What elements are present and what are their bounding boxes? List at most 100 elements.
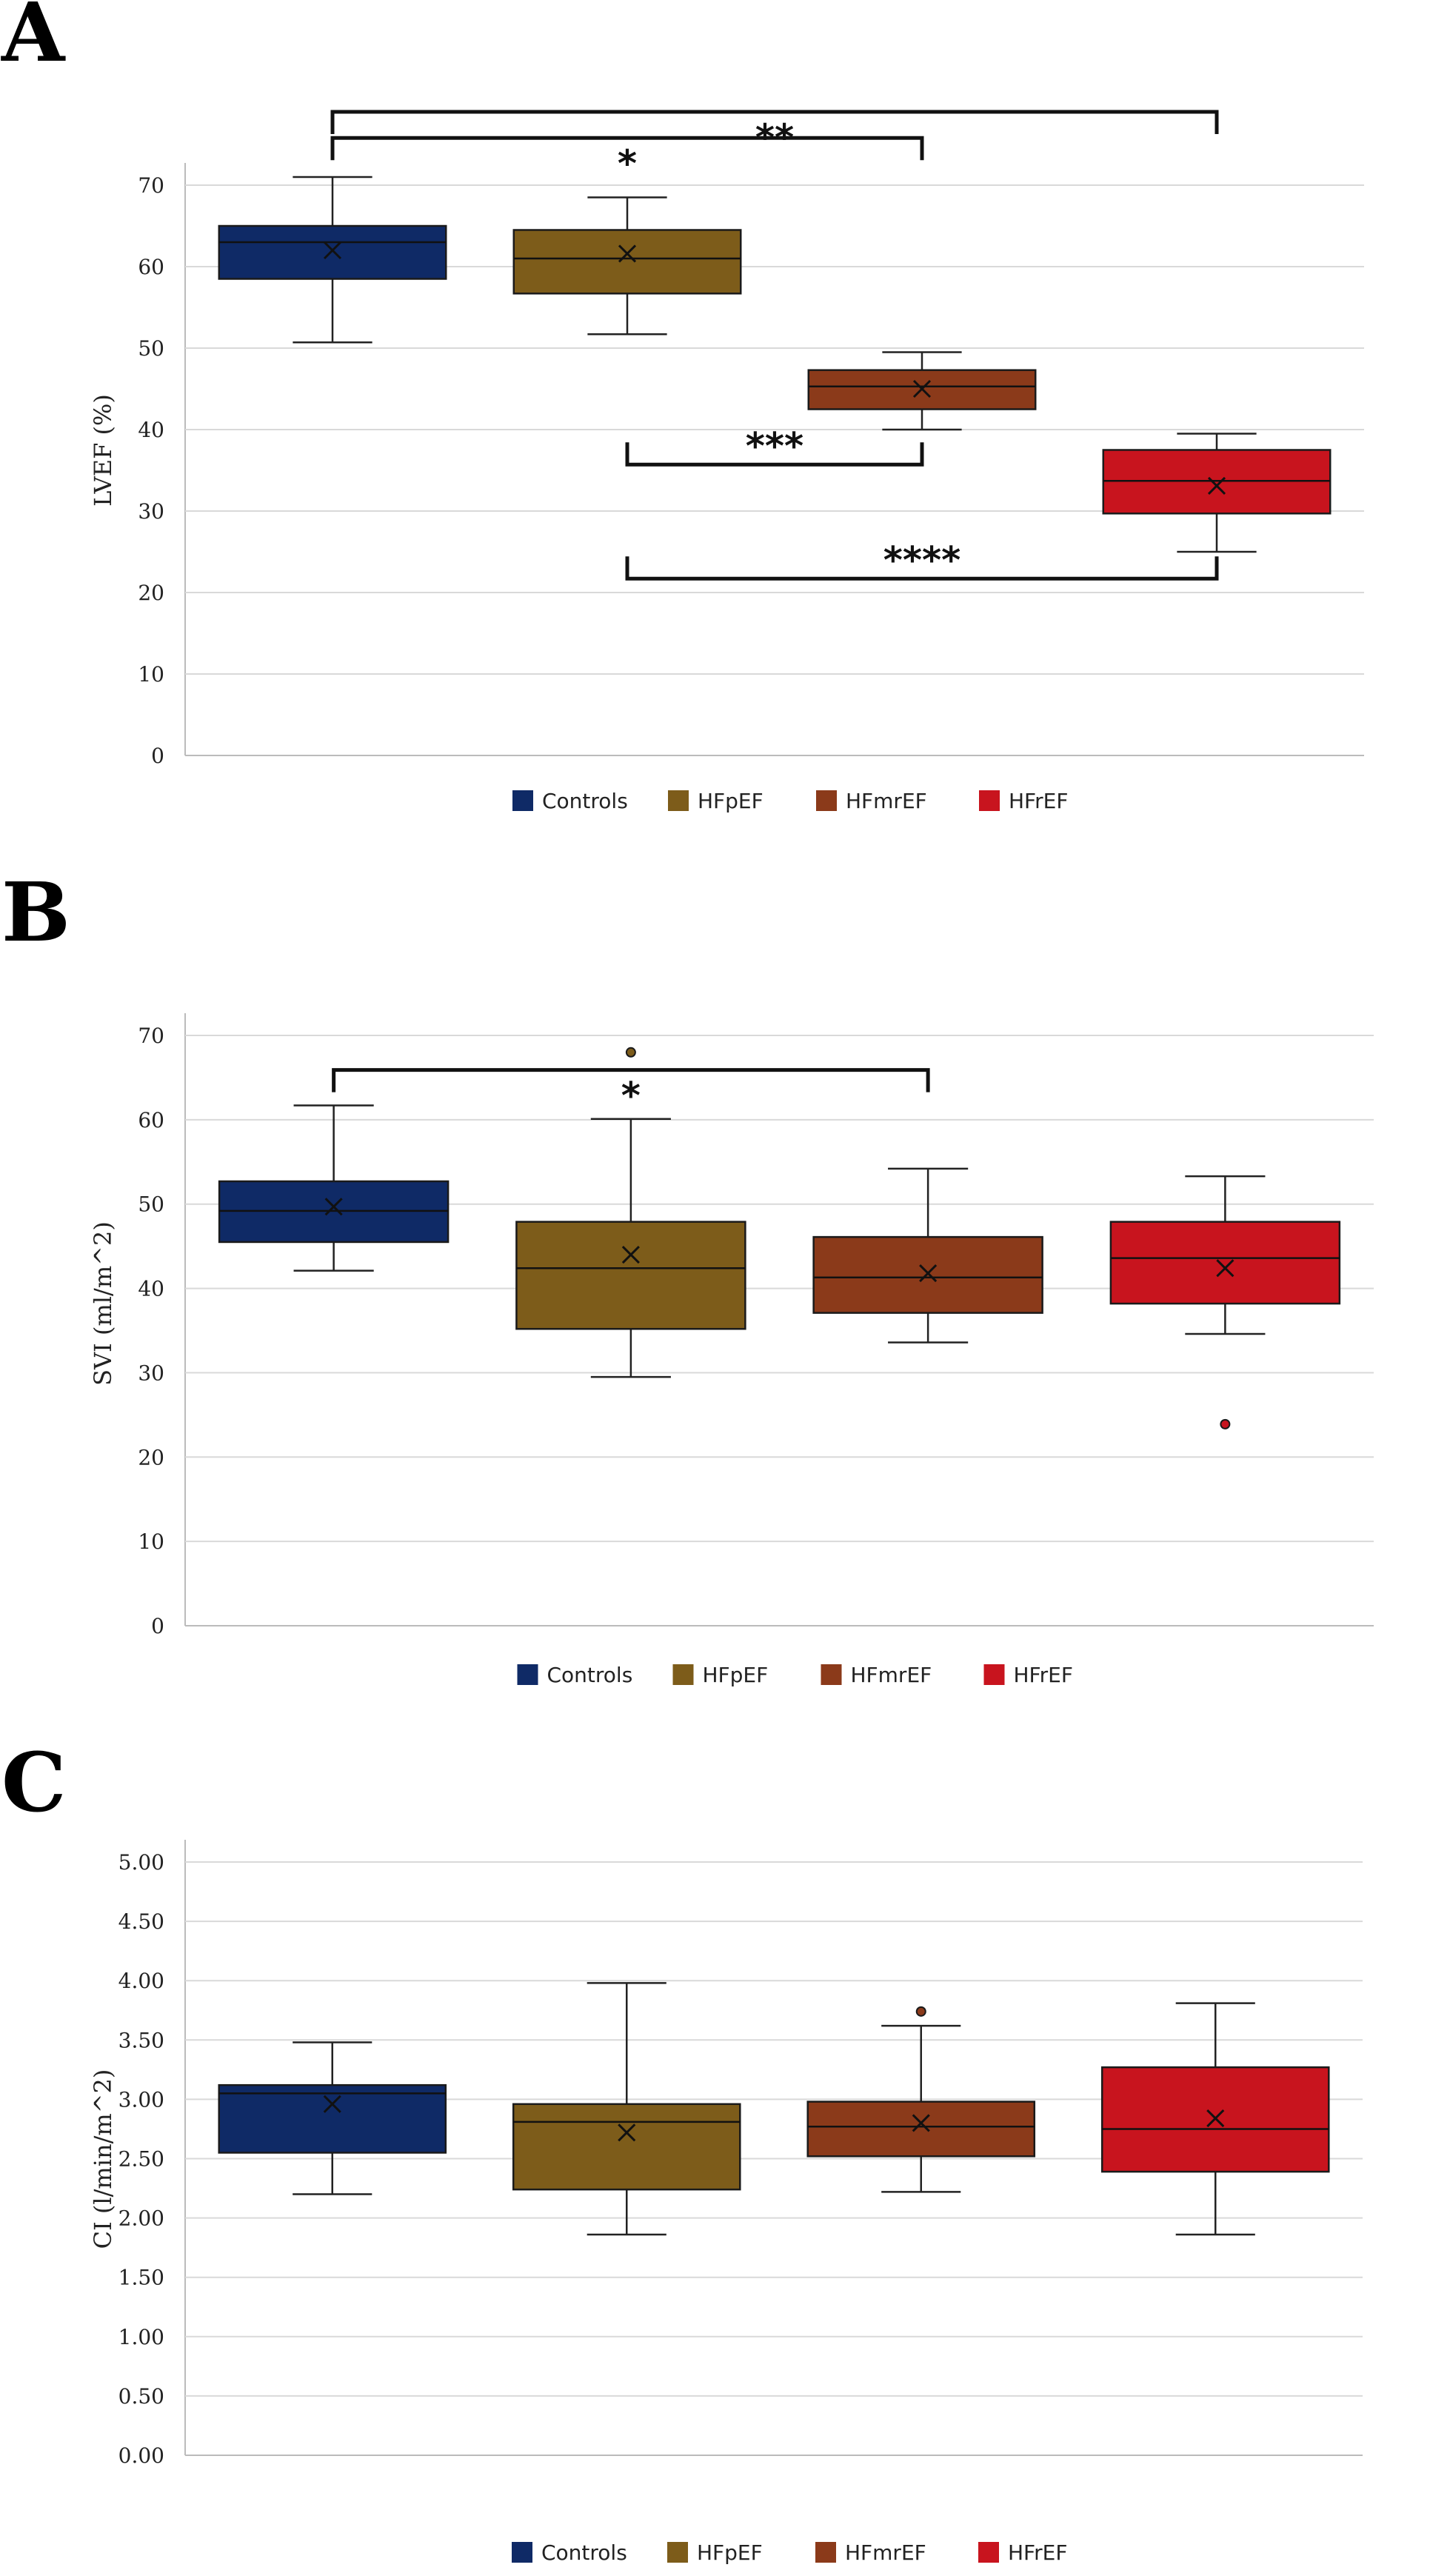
- y-tick-label: 40: [138, 1277, 164, 1301]
- iqr-box: [218, 2083, 447, 2154]
- plot-area: 0 10 20 30 40 50 60 70 *: [138, 1013, 1374, 1638]
- legend-item-hfref: HFrEF: [978, 2540, 1067, 2565]
- legend-swatch: [517, 1664, 538, 1685]
- significance-bracket: **: [330, 110, 1219, 159]
- legend-swatch: [821, 1664, 842, 1685]
- mean-marker: [919, 1264, 938, 1283]
- y-tick-label: 70: [138, 173, 164, 198]
- legend: Controls HFpEF HFmrEF HFrEF: [512, 789, 1068, 813]
- bracket-line: [330, 110, 1219, 134]
- legend-item-hfpef: HFpEF: [667, 2540, 763, 2565]
- panel-letter: B: [1, 864, 70, 960]
- box-hfmref: [807, 351, 1037, 431]
- iqr-box: [1109, 1221, 1341, 1305]
- significance-bracket: *: [330, 136, 924, 185]
- y-tick-label: 30: [138, 499, 164, 524]
- y-tick-label: 60: [138, 255, 164, 279]
- legend-label: HFpEF: [698, 789, 764, 813]
- box-hfpef: [512, 196, 742, 336]
- legend-swatch: [668, 790, 689, 811]
- iqr-box: [512, 2103, 741, 2191]
- y-tick-label: 20: [138, 1445, 164, 1469]
- box-hfref: [1102, 433, 1332, 553]
- box-hfmref: [806, 2006, 1036, 2193]
- chart-panel-b: B SVI (ml/m^2) 0 10 20 30 40 50 60 70 * Controls…: [1, 864, 1374, 1687]
- y-tick-label: 0.00: [118, 2443, 164, 2468]
- outlier-point: [915, 2006, 926, 2017]
- bracket-line: [332, 1068, 930, 1092]
- iqr-box: [812, 1235, 1043, 1314]
- legend-item-hfmref: HFmrEF: [821, 1663, 932, 1687]
- legend-item-hfref: HFrEF: [983, 1663, 1073, 1687]
- y-axis-label: LVEF (%): [89, 394, 117, 507]
- legend-item-hfpef: HFpEF: [672, 1663, 769, 1687]
- mean-marker: [618, 244, 637, 263]
- y-tick-label: 20: [138, 581, 164, 605]
- legend-label: HFmrEF: [845, 2540, 926, 2565]
- significance-label: *: [618, 142, 637, 185]
- y-tick-label: 10: [138, 1529, 164, 1554]
- legend-swatch: [816, 790, 837, 811]
- significance-label: ****: [883, 538, 961, 581]
- mean-marker: [1207, 476, 1226, 495]
- legend-label: HFrEF: [1009, 789, 1068, 813]
- panel-letter: C: [1, 1735, 67, 1830]
- box-controls: [218, 1104, 450, 1272]
- legend-swatch: [672, 1664, 694, 1685]
- iqr-box: [512, 229, 742, 295]
- legend-label: HFmrEF: [846, 789, 927, 813]
- y-tick-label: 2.00: [118, 2206, 164, 2231]
- mean-marker: [323, 2095, 341, 2113]
- bracket-line: [625, 442, 924, 467]
- box-hfref: [1100, 2002, 1330, 2236]
- legend-swatch: [983, 1664, 1005, 1685]
- significance-label: *: [621, 1075, 641, 1118]
- box-hfpef: [512, 1982, 741, 2236]
- box-hfmref: [812, 1167, 1043, 1344]
- y-tick-label: 4.50: [118, 1909, 164, 1934]
- legend: Controls HFpEF HFmrEF HFrEF: [512, 2540, 1067, 2565]
- y-tick-label: 0.50: [118, 2384, 164, 2409]
- y-tick-label: 50: [138, 336, 164, 361]
- significance-bracket: ***: [625, 424, 924, 467]
- legend-label: HFpEF: [703, 1663, 769, 1687]
- y-tick-label: 2.50: [118, 2147, 164, 2172]
- legend-label: Controls: [542, 789, 628, 813]
- y-tick-label: 0: [151, 1614, 164, 1638]
- legend-item-hfref: HFrEF: [979, 789, 1068, 813]
- bracket-line: [625, 556, 1219, 581]
- mean-marker: [618, 2123, 636, 2142]
- mean-marker: [912, 2114, 930, 2132]
- y-tick-label: 60: [138, 1108, 164, 1132]
- legend-swatch: [979, 790, 1000, 811]
- y-tick-label: 4.00: [118, 1969, 164, 1993]
- legend-item-controls: Controls: [512, 2540, 627, 2565]
- legend-item-hfpef: HFpEF: [668, 789, 764, 813]
- legend-label: Controls: [541, 2540, 627, 2565]
- legend-item-hfmref: HFmrEF: [816, 789, 927, 813]
- significance-label: ***: [746, 424, 803, 467]
- legend-swatch: [512, 790, 533, 811]
- iqr-box: [218, 224, 447, 280]
- y-tick-label: 50: [138, 1192, 164, 1217]
- legend-label: HFpEF: [697, 2540, 763, 2565]
- legend-item-controls: Controls: [512, 789, 628, 813]
- significance-bracket: ****: [625, 538, 1219, 581]
- mean-marker: [324, 1198, 343, 1216]
- outlier-point: [1220, 1418, 1231, 1429]
- y-tick-label: 5.00: [118, 1850, 164, 1875]
- y-axis-label: SVI (ml/m^2): [89, 1221, 117, 1386]
- legend-label: HFrEF: [1008, 2540, 1067, 2565]
- chart-panel-c: C CI (l/min/m^2) 0.00 0.50 1.00 1.50 2.00 2.5…: [1, 1735, 1363, 2565]
- legend: Controls HFpEF HFmrEF HFrEF: [517, 1663, 1073, 1687]
- legend-item-controls: Controls: [517, 1663, 632, 1687]
- significance-bracket: *: [332, 1068, 930, 1118]
- mean-marker: [912, 379, 932, 398]
- box-controls: [218, 2041, 447, 2195]
- panel-letter: A: [1, 0, 66, 80]
- mean-marker: [323, 241, 342, 260]
- box-controls: [218, 176, 447, 344]
- outlier-point: [625, 1047, 636, 1058]
